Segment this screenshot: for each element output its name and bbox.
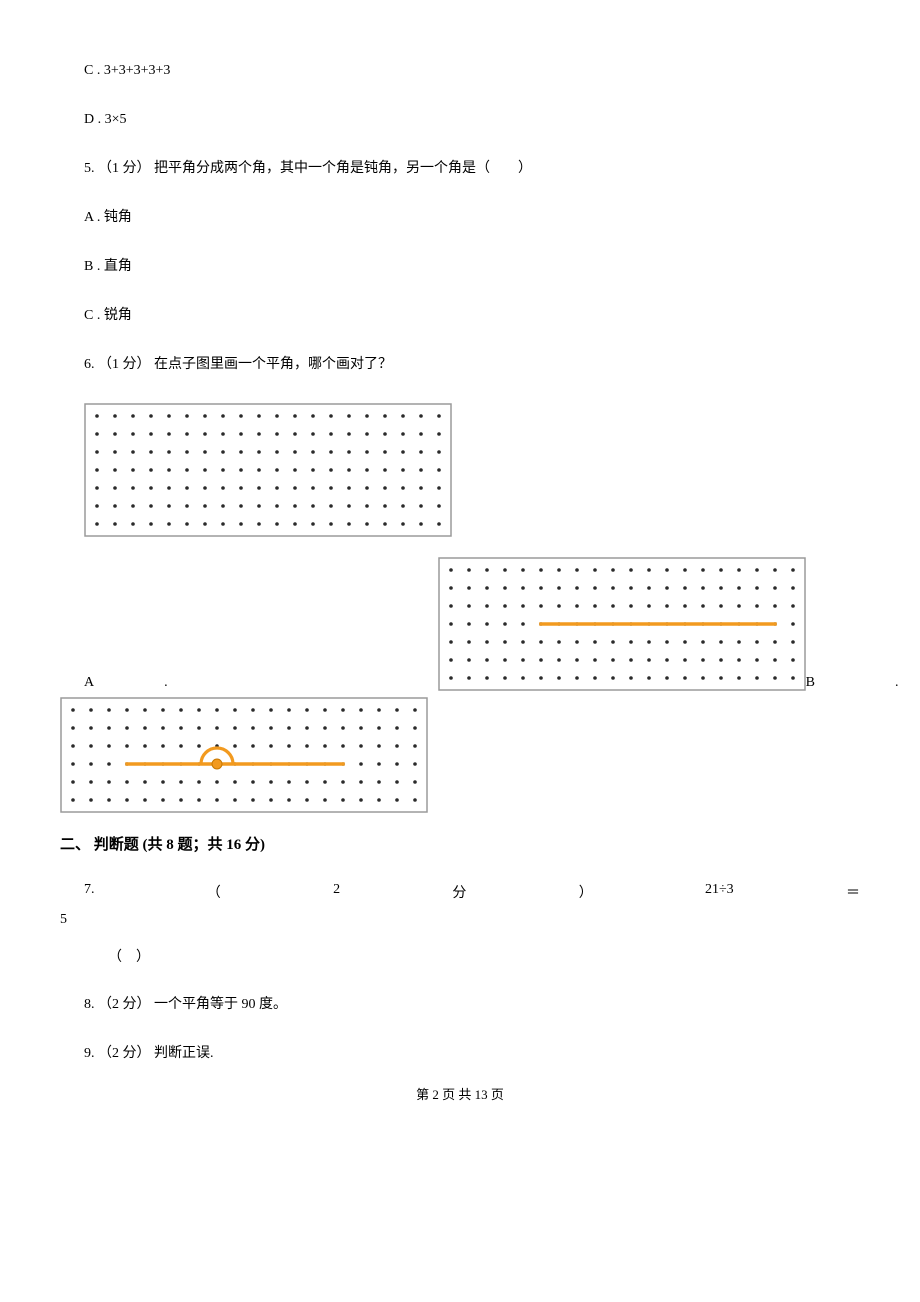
q7-p5: ） <box>579 882 593 902</box>
q7-p4: 分 <box>452 882 466 902</box>
q6-figure-2 <box>438 557 806 691</box>
q6-label-b-dot: . <box>895 675 899 691</box>
q7-line-1: 7. （ 2 分 ） 21÷3 ＝ <box>60 882 860 902</box>
q7-paren: （ ） <box>60 946 860 966</box>
q6-label-a: A <box>84 675 94 691</box>
q6-text: 6. （1 分） 在点子图里画一个平角，哪个画对了？ <box>60 354 860 375</box>
q6-label-a-dot: . <box>164 675 168 691</box>
section-2-title: 二、 判断题 (共 8 题；共 16 分) <box>60 833 860 854</box>
option-c: C . 3+3+3+3+3 <box>60 60 860 81</box>
q7-p3: 2 <box>333 882 340 902</box>
q5-c: C . 锐角 <box>60 305 860 326</box>
q5-text: 5. （1 分） 把平角分成两个角，其中一个角是钝角，另一个角是（ ） <box>60 158 860 179</box>
q7-p1: 7. <box>84 882 95 902</box>
q7-p7: ＝ <box>846 882 860 902</box>
dot-grid-2-svg <box>438 557 806 691</box>
q7-second: 5 <box>60 912 860 928</box>
q7-p6: 21÷3 <box>705 882 734 902</box>
q6-figure-1 <box>84 403 860 537</box>
option-d: D . 3×5 <box>60 109 860 130</box>
q8-text: 8. （2 分） 一个平角等于 90 度。 <box>60 994 860 1015</box>
q7-p2: （ <box>207 882 221 902</box>
page-footer: 第 2 页 共 13 页 <box>60 1084 860 1103</box>
q6-figure-3 <box>60 697 860 813</box>
dot-grid-3-svg <box>60 697 428 813</box>
dot-grid-1-svg <box>84 403 452 537</box>
q9-text: 9. （2 分） 判断正误. <box>60 1043 860 1064</box>
q6-label-b: B <box>806 675 815 691</box>
q5-b: B . 直角 <box>60 256 860 277</box>
q5-a: A . 钝角 <box>60 207 860 228</box>
